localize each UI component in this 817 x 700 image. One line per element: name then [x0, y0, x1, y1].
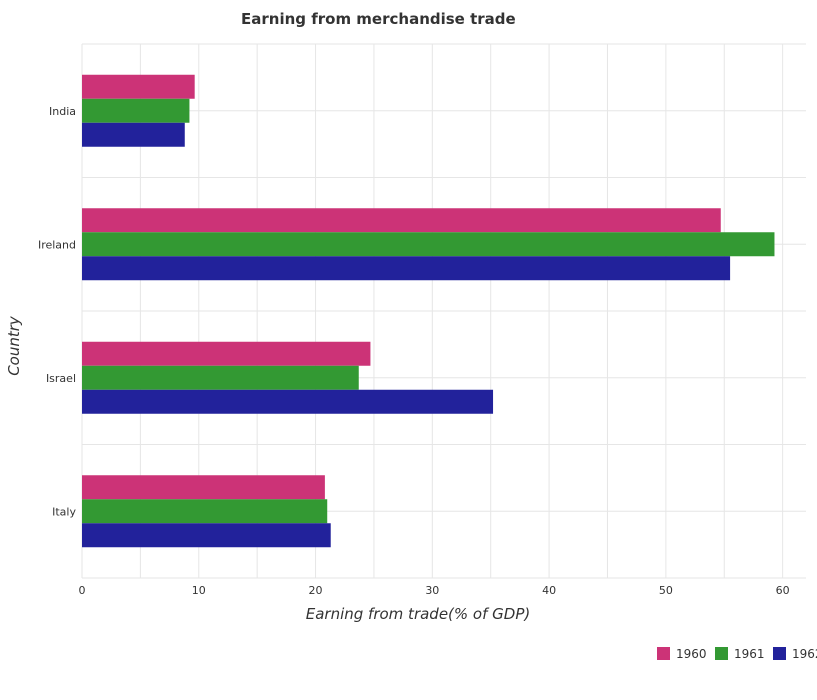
bars — [82, 74, 775, 548]
x-tick-label: 60 — [776, 584, 790, 597]
chart-title: Earning from merchandise trade — [241, 10, 516, 28]
y-tick-label: Israel — [46, 372, 76, 385]
x-tick-label: 30 — [425, 584, 439, 597]
x-tick-label: 20 — [309, 584, 323, 597]
legend-swatch-1960 — [657, 647, 670, 660]
grid — [81, 43, 806, 579]
y-tick-label: India — [49, 105, 76, 118]
legend-swatch-1962 — [773, 647, 786, 660]
x-tick-label: 50 — [659, 584, 673, 597]
legend-label-1961: 1961 — [734, 647, 765, 661]
bar-italy-1961 — [82, 499, 328, 524]
bar-israel-1960 — [82, 341, 371, 366]
bar-israel-1961 — [82, 365, 359, 390]
x-tick-label: 0 — [79, 584, 86, 597]
y-axis-label: Country — [5, 315, 23, 376]
legend: 1960 1961 1962 — [657, 647, 817, 661]
bar-india-1961 — [82, 98, 190, 123]
bar-ireland-1960 — [82, 208, 721, 233]
legend-swatch-1961 — [715, 647, 728, 660]
y-tick-label: Italy — [52, 505, 76, 518]
bar-ireland-1961 — [82, 232, 775, 257]
bar-israel-1962 — [82, 389, 494, 414]
bar-ireland-1962 — [82, 256, 731, 281]
legend-label-1962: 1962 — [792, 647, 817, 661]
y-tick-label: Ireland — [38, 238, 76, 251]
bar-italy-1962 — [82, 523, 331, 548]
x-axis-label: Earning from trade(% of GDP) — [306, 605, 530, 623]
y-tick-labels: India Ireland Israel Italy — [38, 105, 77, 519]
x-tick-label: 40 — [542, 584, 556, 597]
bar-india-1962 — [82, 122, 185, 147]
x-tick-label: 10 — [192, 584, 206, 597]
x-tick-labels: 0 10 20 30 40 50 60 — [79, 584, 790, 597]
legend-label-1960: 1960 — [676, 647, 707, 661]
bar-italy-1960 — [82, 475, 325, 500]
bar-india-1960 — [82, 74, 195, 99]
